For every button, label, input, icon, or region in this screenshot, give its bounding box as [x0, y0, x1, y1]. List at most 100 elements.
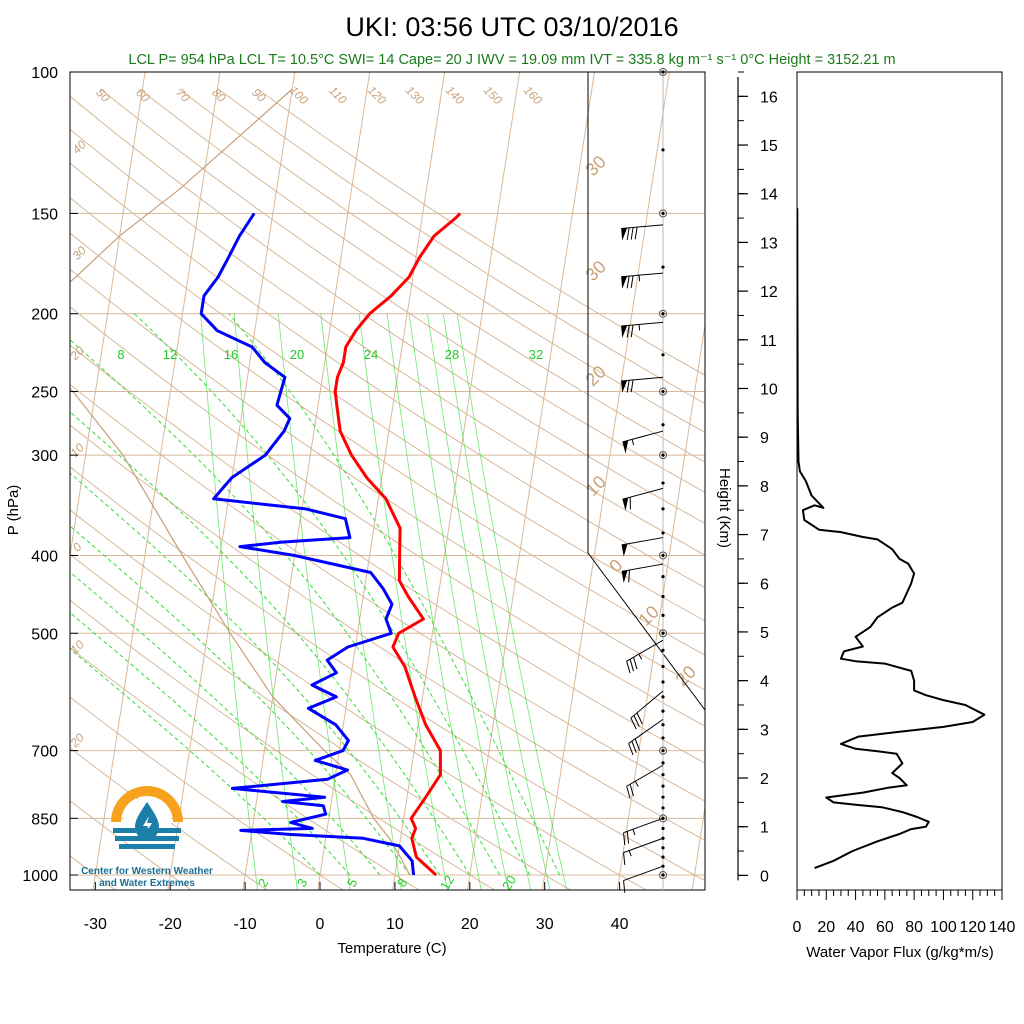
- dry-adiabat-line: [70, 196, 705, 622]
- wind-barb-staff: [621, 537, 664, 546]
- wind-calm-ring: [659, 451, 667, 460]
- dry-adiabat-label: 90: [249, 85, 269, 105]
- logo-text-line2: and Water Extremes: [99, 878, 195, 889]
- wind-barb-flag: [626, 325, 630, 338]
- wind-level-dot: [661, 826, 665, 831]
- wind-barb-flag: [626, 661, 631, 674]
- isotherm-label: 40: [69, 137, 89, 157]
- wind-level-dot: [661, 211, 665, 216]
- wind-barb-pennant: [621, 325, 628, 338]
- dry-adiabat-label: 60: [133, 85, 153, 105]
- moist-adiabat-line: [70, 411, 471, 876]
- wind-barb-half-flag: [628, 850, 632, 857]
- height-tick-label: 9: [760, 430, 769, 447]
- wind-level-dot: [661, 148, 665, 152]
- flux-tick-label: 20: [817, 919, 835, 936]
- wind-level-dot: [661, 773, 665, 777]
- dry-adiabat-line: [70, 128, 705, 556]
- dry-adiabat-line: [70, 466, 705, 882]
- isotherm-label: 30: [582, 257, 610, 285]
- wind-barb-flag: [629, 659, 634, 672]
- mixing-ratio-label: 3: [294, 876, 311, 890]
- dry-adiabat-label: 80: [209, 85, 229, 105]
- wind-barb: [622, 487, 664, 511]
- wind-level-dot: [661, 709, 665, 713]
- skew-t-frame: [69, 71, 706, 891]
- isotherm-line: [467, 72, 595, 890]
- y-axis-label: P (hPa): [5, 485, 22, 536]
- wind-level-dot: [661, 389, 665, 394]
- wind-barb-flag: [634, 227, 638, 240]
- height-tick-label: 16: [760, 89, 778, 106]
- wind-barb-flag: [630, 275, 634, 288]
- dry-adiabat-line: [70, 696, 344, 890]
- height-tick-label: 13: [760, 235, 778, 252]
- wind-barb-flag: [633, 657, 638, 670]
- dry-adiabat-line: [70, 747, 269, 890]
- height-tick-label: 0: [760, 868, 769, 885]
- wind-barb-staff: [622, 430, 664, 443]
- dry-adiabat-label: 70: [173, 85, 193, 105]
- wind-barb-staff: [622, 487, 664, 500]
- flux-x-axis-label: Water Vapor Flux (g/kg*m/s): [806, 944, 994, 961]
- y-tick-label: 100: [31, 65, 58, 82]
- wind-level-dot: [661, 353, 665, 357]
- mixing-ratio-line: [277, 313, 351, 890]
- wind-barb-half-flag: [631, 439, 635, 446]
- wind-barb-flag: [623, 832, 626, 846]
- cw3e-logo: Center for Western Weather and Water Ext…: [81, 786, 213, 889]
- wind-barb: [621, 272, 664, 289]
- mixing-ratio-label: 8: [117, 347, 124, 362]
- wind-barb-flag: [626, 227, 630, 241]
- wind-barb-staff: [623, 837, 664, 854]
- wind-barb-flag: [636, 712, 643, 725]
- y-tick-label: 500: [31, 626, 58, 643]
- wind-level-dot: [661, 806, 665, 810]
- wind-barb-flag: [626, 786, 631, 799]
- wind-level-dot: [661, 312, 665, 316]
- wind-barb-pennant: [621, 570, 628, 584]
- reference-line-labels: 50 60 70 80 90 100 110 120 130 140 150 160403020100…: [67, 83, 700, 893]
- dry-adiabat-line: [70, 599, 496, 890]
- moist-adiabat-line: [134, 313, 531, 876]
- wind-calm-ring: [659, 309, 667, 318]
- dry-adiabat-label: 110: [326, 83, 350, 107]
- x-tick-label: 10: [386, 916, 404, 933]
- x-tick-label: 40: [611, 916, 629, 933]
- isotherm-line: [167, 72, 296, 890]
- wind-level-dot: [661, 423, 665, 427]
- wind-barb: [628, 718, 664, 756]
- wind-calm-ring: [659, 387, 667, 396]
- height-tick-label: 11: [760, 333, 777, 350]
- x-tick-label: 0: [316, 916, 325, 933]
- wind-barb-staff: [626, 639, 664, 662]
- wind-barb-pennant: [621, 543, 628, 557]
- dry-adiabat-line: [257, 88, 705, 376]
- wind-barb-flag: [630, 379, 634, 393]
- dry-adiabat-line: [70, 553, 572, 890]
- wind-barb-staff: [621, 224, 664, 229]
- wind-barb-flag: [626, 831, 630, 844]
- wind-level-dot: [661, 749, 665, 753]
- isotherm-label: 20: [582, 362, 610, 390]
- wind-level-dot: [661, 736, 665, 740]
- isotherm-line: [691, 804, 705, 890]
- x-tick-label: 30: [536, 916, 554, 933]
- dry-adiabat-line: [70, 424, 705, 841]
- flux-tick-label: 40: [847, 919, 865, 936]
- isotherm-line: [92, 72, 221, 890]
- sounding-series: [70, 88, 462, 877]
- x-tick-label: 20: [461, 916, 479, 933]
- mixing-ratio-label: 28: [445, 347, 459, 362]
- mixing-ratio-line: [233, 313, 298, 890]
- mixing-ratio-label: 32: [529, 347, 543, 362]
- wind-level-dot: [661, 481, 665, 485]
- flux-series: [797, 208, 986, 870]
- wind-level-dot: [661, 507, 665, 511]
- x-tick-label: -20: [159, 916, 182, 933]
- y-tick-label: 850: [31, 811, 58, 828]
- logo-wave-1: [113, 828, 181, 833]
- moist-adiabat-line: [70, 648, 321, 876]
